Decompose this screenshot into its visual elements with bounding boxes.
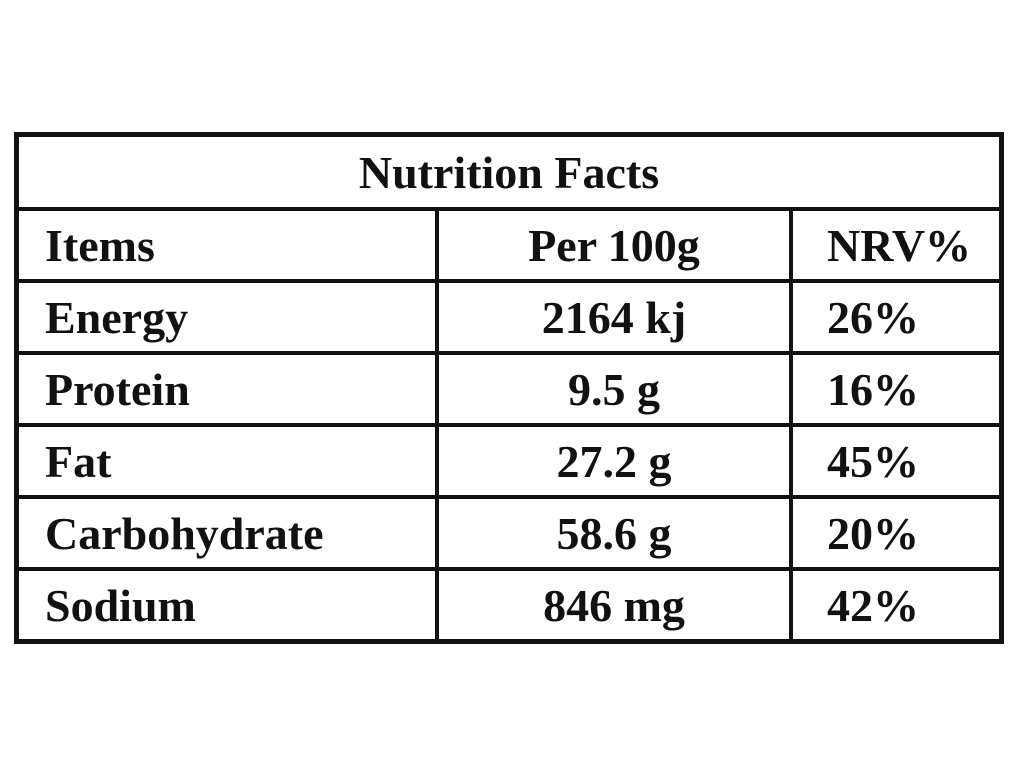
table-cell: Carbohydrate [14,495,439,571]
table-cell: 20% [789,495,1004,571]
header-cell: Per 100g [435,207,793,283]
table-cell: 9.5 g [435,351,793,427]
table-title: Nutrition Facts [14,132,1004,211]
table-cell: Fat [14,423,439,499]
table-row: Carbohydrate 58.6 g 20% [14,495,1004,571]
nutrition-table: Nutrition Facts Items Per 100g NRV% Energy 2… [14,132,1004,644]
table-row: Sodium 846 mg 42% [14,567,1004,644]
table-row: Fat 27.2 g 45% [14,423,1004,499]
title-row: Nutrition Facts [14,132,1004,211]
header-row: Items Per 100g NRV% [14,207,1004,283]
header-cell: NRV% [789,207,1004,283]
table-cell: 58.6 g [435,495,793,571]
table-cell: 27.2 g [435,423,793,499]
table-cell: Sodium [14,567,439,644]
table-cell: 42% [789,567,1004,644]
table-cell: 846 mg [435,567,793,644]
table-cell: 16% [789,351,1004,427]
header-cell: Items [14,207,439,283]
table-cell: Protein [14,351,439,427]
table-cell: Energy [14,279,439,355]
table-cell: 2164 kj [435,279,793,355]
table-cell: 45% [789,423,1004,499]
table-row: Protein 9.5 g 16% [14,351,1004,427]
table-row: Energy 2164 kj 26% [14,279,1004,355]
table-cell: 26% [789,279,1004,355]
